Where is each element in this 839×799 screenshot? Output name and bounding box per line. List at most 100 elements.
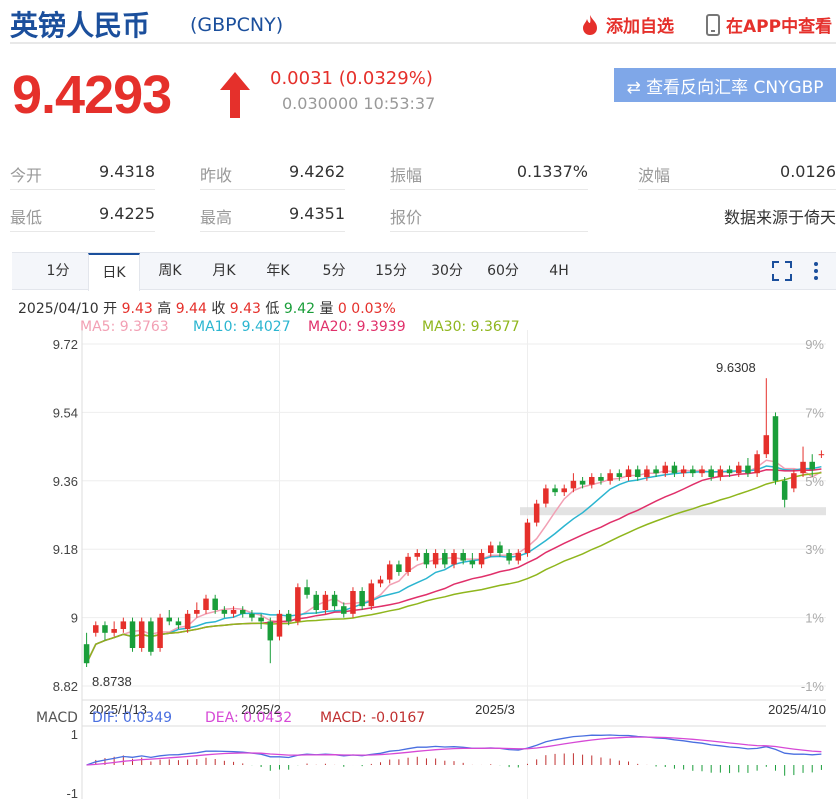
candle-body [754, 454, 760, 474]
stat-cell: 昨收 9.4262 [200, 158, 345, 190]
stat-value: 0.0126 [780, 162, 836, 181]
ma5-label: MA5: 9.3763 [80, 319, 169, 335]
tab-4h[interactable]: 4H [549, 263, 569, 279]
macd-dif-label: DIF: 0.0349 [92, 710, 173, 726]
tab-60min[interactable]: 60分 [487, 263, 519, 279]
more-icon[interactable] [812, 261, 820, 281]
page-title: 英镑人民币 [10, 9, 151, 42]
stat-cell: 振幅 0.1337% [390, 158, 588, 190]
candle-body [726, 469, 733, 474]
y-tick-label: 8.82 [53, 679, 78, 694]
candle-body [396, 564, 402, 572]
stat-label: 昨收 [200, 166, 233, 185]
stats-row: 最低 9.4225 最高 9.4351 报价 数据来源于倚天 [10, 194, 836, 236]
data-source: 数据来源于倚天 [723, 208, 836, 227]
stat-label: 波幅 [638, 166, 671, 185]
stat-value: 9.4318 [99, 162, 155, 181]
tab-daily-k[interactable]: 日K [88, 253, 140, 291]
candle-body [616, 473, 623, 477]
ma30-label: MA30: 9.3677 [422, 319, 520, 335]
reverse-rate-button[interactable]: ⇄ 查看反向汇率 CNYGBP [614, 68, 836, 102]
candle-body [166, 617, 173, 622]
stat-cell: 今开 9.4318 [10, 158, 155, 190]
info-open: 9.43 [121, 301, 153, 317]
x-tick-label: 2025/1/13 [89, 702, 147, 717]
candle-body [175, 621, 182, 626]
fullscreen-icon[interactable] [772, 261, 792, 281]
tab-yearly-k[interactable]: 年K [266, 263, 290, 279]
add-watchlist-button[interactable]: 添加自选 [580, 12, 674, 37]
tab-1min[interactable]: 1分 [46, 263, 70, 279]
info-vol: 0 [337, 301, 347, 317]
candle-body [680, 469, 687, 474]
candle-body [772, 416, 779, 481]
info-pct: 0.03% [351, 301, 396, 317]
candle-body [800, 461, 806, 474]
candle-body [212, 598, 218, 610]
candle-body [561, 488, 567, 493]
tab-weekly-k[interactable]: 周K [158, 263, 182, 279]
x-tick-label: 2025/2 [241, 702, 281, 717]
support-band [520, 507, 826, 516]
candle-body [644, 469, 650, 477]
candle-body [506, 553, 512, 561]
candle-body [469, 560, 476, 565]
pct-tick-label: 7% [805, 405, 824, 420]
ma10-label: MA10: 9.4027 [193, 319, 291, 335]
add-watchlist-label: 添加自选 [606, 17, 674, 37]
candle-body [414, 553, 421, 557]
candle-body [368, 583, 375, 607]
pct-tick-label: 3% [805, 542, 824, 557]
macd-tick-label: 1 [71, 727, 78, 742]
candle-body [818, 454, 825, 456]
candle-body [194, 610, 200, 614]
ma30-line [85, 471, 822, 664]
period-tabbar: 1分 日K 周K 月K 年K 5分 15分 30分 60分 4H [12, 252, 836, 291]
candle-body [341, 606, 347, 614]
candle-body [690, 469, 696, 474]
tab-15min[interactable]: 15分 [375, 263, 407, 279]
candle-body [460, 553, 466, 561]
price-change: 0.0031 (0.0329%) [270, 68, 433, 89]
stat-cell: 最高 9.4351 [200, 200, 345, 232]
stat-value: 0.1337% [516, 162, 588, 181]
candle-body [708, 469, 714, 477]
candle-body [138, 621, 145, 648]
tab-monthly-k[interactable]: 月K [212, 263, 236, 279]
macd-dea-label: DEA: 0.0432 [205, 710, 293, 726]
y-tick-label: 9.54 [53, 405, 78, 420]
candle-body [487, 545, 494, 553]
candle-body [717, 469, 724, 477]
tab-30min[interactable]: 30分 [431, 263, 463, 279]
candle-body [809, 461, 815, 470]
candle-body [763, 435, 770, 455]
candle-body [451, 553, 457, 565]
tab-5min[interactable]: 5分 [322, 263, 346, 279]
max-annotation: 9.6308 [716, 360, 756, 375]
view-in-app-button[interactable]: 在APP中查看 [706, 12, 832, 37]
kline-chart[interactable]: 9.72 9% 9.54 7% 9.36 5% 9.18 3% 9 1% 8.82 -1% 9.6308… [0, 330, 839, 799]
info-vol-label: 量 [319, 301, 334, 317]
candle-body [607, 473, 613, 481]
candle-body [285, 613, 292, 622]
candle-body [634, 469, 641, 477]
candle-body [111, 629, 117, 633]
macd-hist-label: MACD: -0.0167 [320, 710, 426, 726]
stat-value: 9.4262 [289, 162, 345, 181]
price-timestamp: 0.030000 10:53:37 [282, 94, 436, 113]
stat-cell: 数据来源于倚天 [638, 200, 836, 232]
candle-body [579, 480, 586, 485]
stats-row: 今开 9.4318 昨收 9.4262 振幅 0.1337% 波幅 0.0126 [10, 152, 836, 194]
y-tick-label: 9.72 [53, 337, 78, 352]
candle-body [432, 553, 439, 565]
info-high-label: 高 [157, 301, 172, 317]
candle-body [83, 644, 90, 664]
candle-body [148, 621, 154, 652]
macd-title: MACD [36, 710, 78, 726]
candle-body [377, 579, 384, 584]
info-high: 9.44 [175, 301, 207, 317]
header: 英镑人民币 (GBPCNY) 添加自选 在APP中查看 [10, 4, 836, 44]
candle-body [543, 488, 549, 504]
candle-body [781, 480, 788, 500]
candle-body [745, 465, 751, 474]
